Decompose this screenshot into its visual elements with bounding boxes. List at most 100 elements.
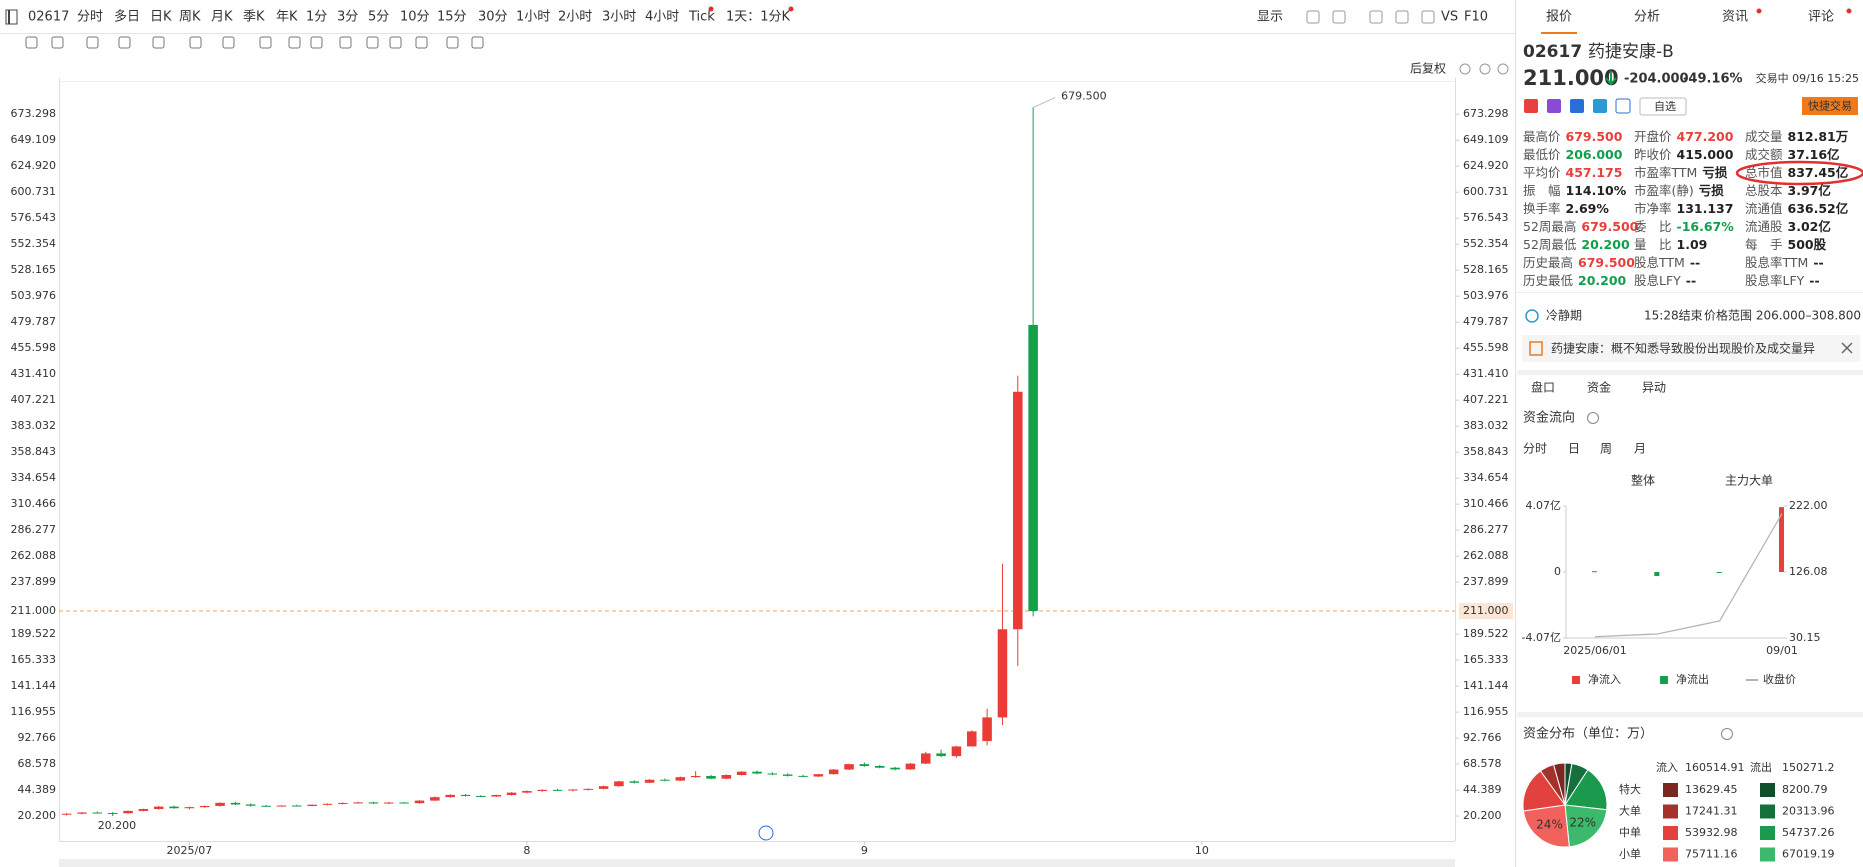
- period-tab[interactable]: 分时: [77, 10, 103, 25]
- tool-icon[interactable]: [86, 36, 99, 49]
- panel-tab[interactable]: 评论: [1808, 10, 1834, 25]
- stat: 成交额 37.16亿: [1745, 147, 1840, 162]
- flow-view[interactable]: 主力大单: [1725, 474, 1773, 488]
- news-box[interactable]: [1522, 335, 1860, 362]
- sub-tab[interactable]: 异动: [1642, 381, 1666, 395]
- period-tab[interactable]: 5分: [368, 10, 389, 25]
- info-icon[interactable]: [1721, 728, 1733, 740]
- y-tick-label: 358.843: [1463, 445, 1509, 458]
- candle-body: [292, 805, 302, 807]
- tool-icon[interactable]: [1332, 10, 1346, 24]
- panel-tab[interactable]: 报价: [1546, 10, 1572, 25]
- period-tab[interactable]: 30分: [478, 10, 508, 25]
- stat-value: 206.000: [1566, 147, 1623, 162]
- sub-tab[interactable]: 资金: [1587, 380, 1611, 395]
- x-tick-label: 2025/07: [167, 844, 213, 857]
- tool-icon[interactable]: [288, 36, 301, 49]
- tool-icon[interactable]: [415, 36, 428, 49]
- chart-icon[interactable]: [1497, 63, 1509, 75]
- tool-icon[interactable]: [259, 36, 272, 49]
- sidebar-icon[interactable]: [5, 9, 18, 25]
- stat-value: --: [1690, 255, 1700, 270]
- period-tab[interactable]: 4小时: [645, 10, 679, 25]
- tool-icon[interactable]: [471, 36, 484, 49]
- flow-total: 150271.2: [1782, 761, 1835, 774]
- f10-button[interactable]: F10: [1464, 10, 1488, 25]
- vs-button[interactable]: VS: [1441, 10, 1458, 25]
- watch-button[interactable]: [1639, 97, 1687, 116]
- period-tab[interactable]: 年K: [276, 10, 298, 25]
- legend-label: 收盘价: [1763, 672, 1796, 686]
- scrollbar[interactable]: [59, 859, 1455, 867]
- period-tab[interactable]: 3小时: [602, 10, 636, 25]
- close-icon[interactable]: [1841, 342, 1853, 354]
- candle-body: [199, 805, 210, 808]
- tool-icon[interactable]: [339, 36, 352, 49]
- tool-icon[interactable]: [1395, 10, 1409, 24]
- tool-icon[interactable]: [25, 36, 38, 49]
- chart-icon[interactable]: [1479, 63, 1491, 75]
- stat-value: 457.175: [1566, 165, 1623, 180]
- period-tab[interactable]: 日K: [150, 10, 172, 25]
- tool-icon[interactable]: [118, 36, 131, 49]
- tool-icon[interactable]: [366, 36, 379, 49]
- tool-icon[interactable]: [189, 36, 202, 49]
- period-tab[interactable]: 1天：1分K: [726, 10, 791, 25]
- chart-icon[interactable]: [1459, 63, 1471, 75]
- tag-icon: [1570, 99, 1584, 113]
- trade-button[interactable]: [1802, 97, 1858, 115]
- stock-code: 02617: [28, 10, 69, 25]
- period-tab[interactable]: 多日: [114, 9, 140, 25]
- stat-label: 市盈率(静): [1634, 183, 1694, 198]
- candle-body: [138, 808, 149, 811]
- flow-view[interactable]: 整体: [1631, 473, 1655, 488]
- tag-icon: [1524, 99, 1538, 113]
- sub-tab[interactable]: 盘口: [1531, 380, 1555, 395]
- period-tab[interactable]: 2小时: [558, 10, 592, 25]
- period-tab[interactable]: 10分: [400, 10, 430, 25]
- candle-body: [706, 775, 716, 779]
- y-tick-label: 92.766: [18, 731, 57, 744]
- period-tab[interactable]: 3分: [337, 10, 358, 25]
- stat-value: --: [1686, 273, 1696, 288]
- candle-body: [184, 807, 195, 809]
- period-tab[interactable]: 15分: [437, 10, 467, 25]
- tool-icon[interactable]: [389, 36, 402, 49]
- tool-icon[interactable]: [1421, 10, 1435, 24]
- flow-period[interactable]: 分时: [1523, 442, 1547, 456]
- y-tick-label: 600.731: [1463, 185, 1509, 198]
- flow-period[interactable]: 日: [1568, 442, 1580, 456]
- period-tab[interactable]: 周K: [179, 10, 201, 25]
- display-menu[interactable]: 显示: [1257, 10, 1283, 25]
- period-tab[interactable]: 季K: [243, 10, 265, 25]
- panel-tab[interactable]: 分析: [1634, 10, 1660, 25]
- flow-period[interactable]: 周: [1600, 442, 1612, 456]
- flow-period[interactable]: 月: [1634, 442, 1646, 456]
- stat-label: 股息率LFY: [1745, 273, 1805, 288]
- period-tab[interactable]: Tick: [688, 10, 715, 25]
- tool-icon[interactable]: [446, 36, 459, 49]
- pie-slice: [1564, 769, 1608, 811]
- tool-icon[interactable]: [1369, 10, 1383, 24]
- info-icon[interactable]: [1587, 412, 1599, 424]
- adjust-button[interactable]: 后复权: [1410, 62, 1446, 76]
- tool-icon[interactable]: [51, 36, 64, 49]
- period-tab[interactable]: 1分: [306, 10, 327, 25]
- period-tab[interactable]: 1小时: [516, 10, 550, 25]
- price-line-label: 211.000: [11, 604, 57, 617]
- period-tab[interactable]: 月K: [211, 10, 233, 25]
- candle-body: [215, 802, 225, 806]
- y-tick-label: 383.032: [11, 419, 57, 432]
- stat-value: 亏损: [1699, 183, 1725, 198]
- tool-icon[interactable]: [310, 36, 323, 49]
- row-label: 大单: [1619, 804, 1641, 818]
- tool-icon[interactable]: [222, 36, 235, 49]
- event-marker[interactable]: [758, 825, 774, 841]
- outflow-value: 67019.19: [1782, 848, 1835, 861]
- candle-body: [460, 794, 471, 796]
- stat: 股息LFY --: [1634, 273, 1696, 288]
- tool-icon[interactable]: [1306, 10, 1320, 24]
- tool-icon[interactable]: [152, 36, 165, 49]
- panel-tab[interactable]: 资讯: [1722, 10, 1748, 25]
- swatch: [1760, 826, 1775, 840]
